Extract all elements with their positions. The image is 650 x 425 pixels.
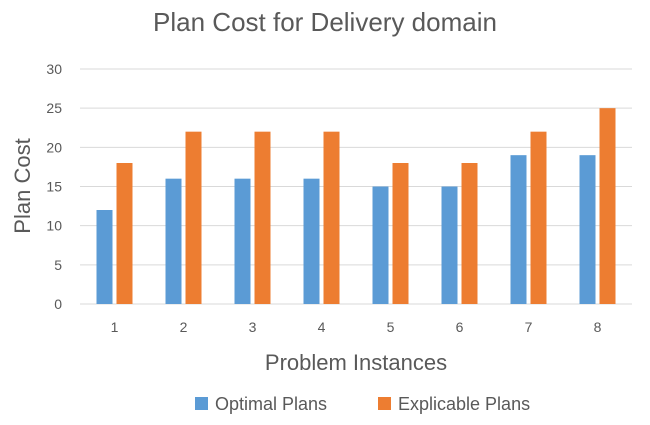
y-tick-labels: 0 5 10 15 20 25 30 [46,61,62,312]
bar-explicable [254,131,271,304]
chart-title: Plan Cost for Delivery domain [153,7,497,37]
x-tick-label: 1 [111,319,119,335]
y-tick-label: 25 [46,100,62,116]
y-tick-label: 0 [54,296,62,312]
x-tick-label: 8 [594,319,602,335]
bar-optimal [303,178,320,304]
legend: Optimal Plans Explicable Plans [195,394,530,414]
legend-label: Explicable Plans [398,394,530,414]
legend-swatch [195,397,208,410]
x-tick-labels: 1 2 3 4 5 6 7 8 [111,319,602,335]
y-tick-label: 30 [46,61,62,77]
bar-explicable [116,163,133,304]
x-tick-label: 4 [318,319,326,335]
y-tick-label: 5 [54,257,62,273]
y-tick-label: 10 [46,218,62,234]
x-tick-label: 7 [525,319,533,335]
bar-optimal [96,210,113,304]
legend-label: Optimal Plans [215,394,327,414]
bar-optimal [510,155,527,304]
y-tick-label: 15 [46,179,62,195]
y-axis-label: Plan Cost [10,138,35,233]
bar-explicable [461,163,478,304]
bar-explicable [323,131,340,304]
legend-swatch [378,397,391,410]
bar-optimal [441,186,458,304]
bar-optimal [165,178,182,304]
x-tick-label: 5 [387,319,395,335]
bar-optimal [234,178,251,304]
x-axis-label: Problem Instances [265,350,447,375]
bar-explicable [392,163,409,304]
bar-explicable [599,108,616,305]
grid [80,68,632,305]
x-tick-label: 6 [456,319,464,335]
bar-optimal [372,186,389,304]
y-tick-label: 20 [46,139,62,155]
bar-explicable [530,131,547,304]
bar-explicable [185,131,202,304]
x-tick-label: 2 [180,319,188,335]
bar-optimal [579,155,596,304]
x-tick-label: 3 [249,319,257,335]
bars [96,108,616,305]
